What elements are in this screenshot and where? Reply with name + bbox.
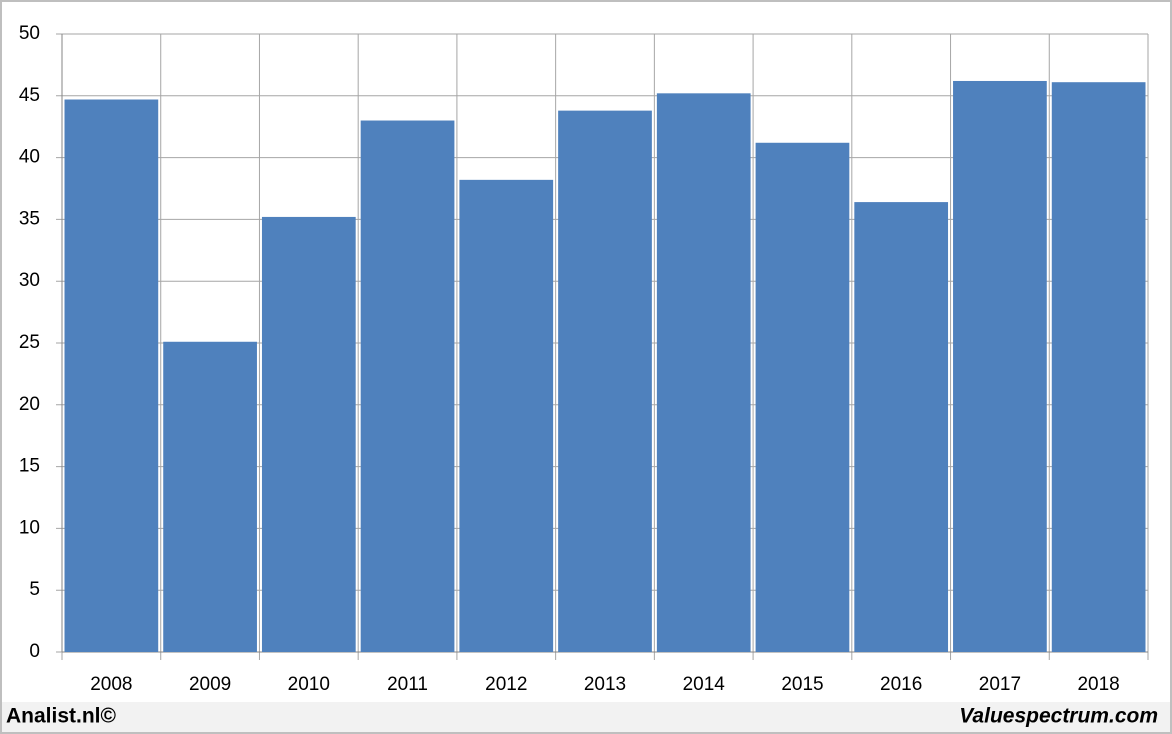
x-tick-label: 2009 — [189, 674, 231, 695]
x-tick-label: 2011 — [387, 674, 428, 695]
y-tick-label: 35 — [19, 208, 40, 229]
source-right: Valuespectrum.com — [959, 705, 1158, 728]
bar — [755, 142, 850, 652]
x-tick-label: 2018 — [1077, 674, 1119, 695]
bar — [360, 120, 455, 652]
y-tick-label: 45 — [19, 85, 40, 106]
x-tick-label: 2015 — [781, 674, 823, 695]
y-tick-label: 50 — [19, 23, 40, 44]
bar — [656, 93, 751, 652]
x-tick-label: 2008 — [90, 674, 132, 695]
y-tick-label: 25 — [19, 332, 40, 353]
bar — [64, 99, 159, 653]
x-tick-label: 2017 — [979, 674, 1021, 695]
x-tick-label: 2014 — [683, 674, 726, 695]
bar — [163, 341, 257, 652]
footer-band — [2, 702, 1170, 732]
y-tick-label: 10 — [19, 517, 40, 538]
x-tick-label: 2016 — [880, 674, 922, 695]
x-tick-label: 2010 — [288, 674, 330, 695]
x-tick-label: 2012 — [485, 674, 527, 695]
bar — [459, 179, 554, 652]
y-tick-label: 5 — [29, 579, 40, 600]
bar — [558, 110, 652, 652]
source-left: Analist.nl© — [6, 705, 117, 728]
bar — [261, 216, 356, 653]
x-tick-label: 2013 — [584, 674, 626, 695]
y-tick-label: 15 — [19, 456, 40, 477]
bar — [1051, 82, 1146, 653]
y-tick-label: 40 — [19, 147, 40, 168]
y-tick-label: 30 — [19, 270, 40, 291]
bar — [854, 202, 949, 652]
bar — [953, 80, 1047, 652]
y-tick-label: 20 — [19, 394, 40, 415]
y-tick-label: 0 — [29, 641, 40, 662]
